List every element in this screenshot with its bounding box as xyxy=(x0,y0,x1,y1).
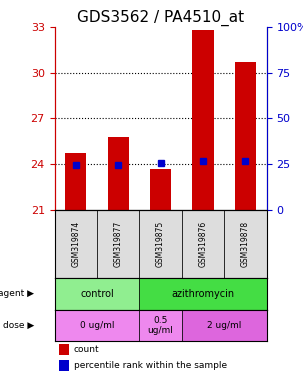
Text: 0.5
ug/ml: 0.5 ug/ml xyxy=(148,316,174,335)
Text: agent ▶: agent ▶ xyxy=(0,290,34,298)
Bar xyxy=(235,62,256,210)
FancyBboxPatch shape xyxy=(139,210,182,278)
Text: 2 ug/ml: 2 ug/ml xyxy=(207,321,241,330)
Text: azithromycin: azithromycin xyxy=(171,289,235,299)
Bar xyxy=(150,169,171,210)
Text: 0 ug/ml: 0 ug/ml xyxy=(80,321,114,330)
Text: count: count xyxy=(74,345,99,354)
Bar xyxy=(192,30,214,210)
FancyBboxPatch shape xyxy=(139,278,267,310)
Bar xyxy=(65,153,86,210)
Text: GSM319878: GSM319878 xyxy=(241,221,250,267)
Text: percentile rank within the sample: percentile rank within the sample xyxy=(74,361,227,370)
FancyBboxPatch shape xyxy=(55,278,139,310)
FancyBboxPatch shape xyxy=(139,310,182,341)
FancyBboxPatch shape xyxy=(97,210,139,278)
Bar xyxy=(59,360,69,371)
FancyBboxPatch shape xyxy=(224,210,267,278)
Text: GSM319874: GSM319874 xyxy=(71,221,80,267)
FancyBboxPatch shape xyxy=(182,210,224,278)
Text: dose ▶: dose ▶ xyxy=(3,321,34,330)
Bar xyxy=(59,344,69,355)
Text: control: control xyxy=(80,289,114,299)
Bar xyxy=(108,137,129,210)
FancyBboxPatch shape xyxy=(182,310,267,341)
Title: GDS3562 / PA4510_at: GDS3562 / PA4510_at xyxy=(77,9,244,25)
FancyBboxPatch shape xyxy=(55,210,97,278)
Text: GSM319877: GSM319877 xyxy=(114,221,123,267)
FancyBboxPatch shape xyxy=(55,310,139,341)
Text: GSM319875: GSM319875 xyxy=(156,221,165,267)
Text: GSM319876: GSM319876 xyxy=(198,221,208,267)
